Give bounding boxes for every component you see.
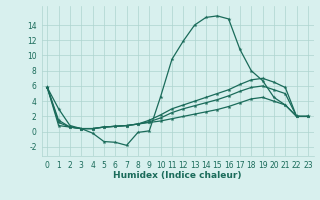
X-axis label: Humidex (Indice chaleur): Humidex (Indice chaleur) (113, 171, 242, 180)
